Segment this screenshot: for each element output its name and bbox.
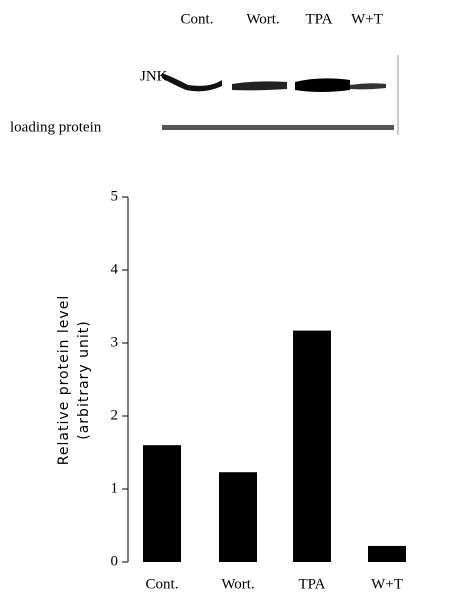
y-tick-label: 4 <box>111 261 119 277</box>
bar <box>293 331 331 562</box>
y-axis-label: (arbitrary unit) <box>76 320 92 439</box>
x-tick-label: TPA <box>299 576 326 592</box>
blot-image <box>162 55 398 135</box>
row-label: loading protein <box>10 119 102 135</box>
y-tick-label: 0 <box>111 553 119 569</box>
bar <box>219 472 257 562</box>
bar <box>143 445 181 562</box>
y-tick-label: 3 <box>111 334 119 350</box>
figure: Cont. Wort. TPA W+T JNK loading protein … <box>0 0 456 595</box>
lane-label: Wort. <box>246 11 279 27</box>
y-axis-label: Relative protein level <box>56 295 72 465</box>
page: Cont. Wort. TPA W+T JNK loading protein … <box>0 0 456 595</box>
bar <box>368 546 406 562</box>
lane-label: Cont. <box>181 11 214 27</box>
y-tick-label: 1 <box>111 480 119 496</box>
row-label: JNK <box>140 68 168 84</box>
y-tick-label: 5 <box>111 188 119 204</box>
x-tick-label: Cont. <box>146 576 179 592</box>
x-tick-label: W+T <box>371 576 403 592</box>
y-tick-label: 2 <box>111 407 119 423</box>
x-tick-label: Wort. <box>221 576 254 592</box>
lane-label: TPA <box>306 11 333 27</box>
lane-label: W+T <box>351 11 383 27</box>
